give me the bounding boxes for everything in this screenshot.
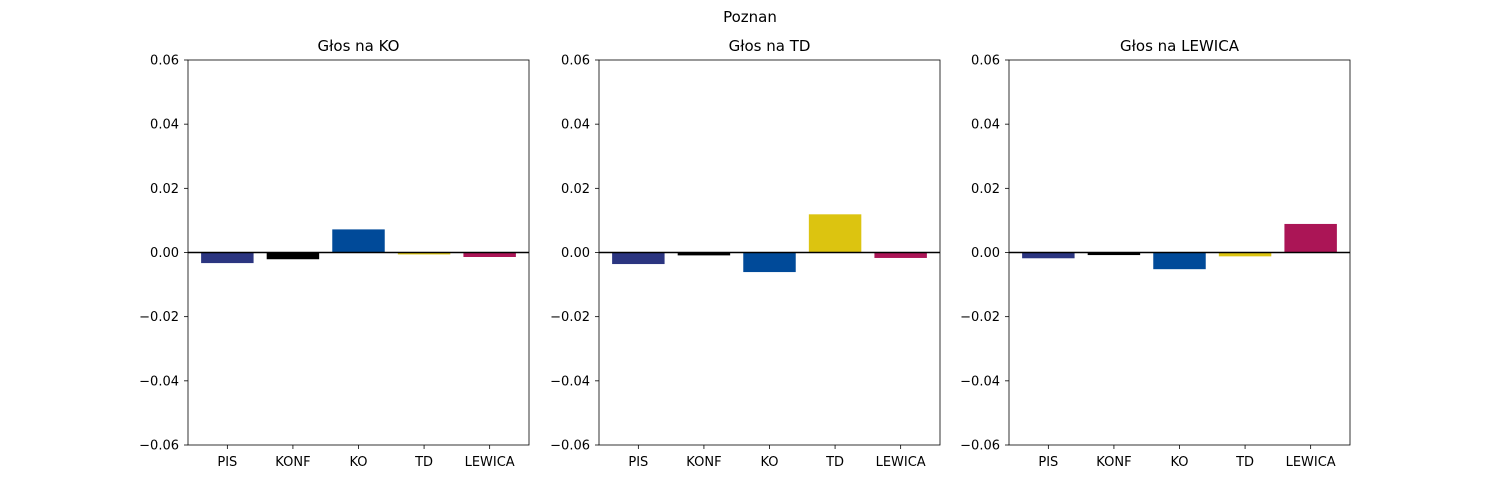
axes-frame [187,59,530,446]
panels-group: Głos na KO PIS KONF KO TD LEWICA −0.06 −0.04 −0.… [139,37,1351,470]
y-tick-label: 0.00 [971,246,1000,261]
figure-suptitle: Poznan [723,8,777,26]
y-tick-label: 0.02 [971,182,1000,197]
y-tick-label: −0.02 [960,310,1000,325]
x-tick-label: LEWICA [1286,455,1336,470]
y-tick-label: 0.06 [150,54,179,69]
y-tick-label: −0.04 [550,374,590,389]
bar-ko [332,229,385,253]
bar-ko [743,252,796,273]
x-tick-label: KONF [1096,455,1131,470]
axes-frame [598,59,941,446]
bar-lewica [463,252,516,257]
bar-td [397,252,451,255]
y-tick-label: −0.04 [960,374,1000,389]
y-tick-label: 0.06 [971,54,1000,69]
bar-pis [612,252,665,265]
bar-lewica [1284,223,1337,253]
bar-pis [201,252,254,264]
x-tick-label: TD [825,455,844,470]
x-tick-label: LEWICA [876,455,926,470]
x-tick-label: PIS [1038,455,1058,470]
y-tick-label: −0.04 [139,374,179,389]
y-tick-label: 0.04 [561,118,590,133]
y-tick-label: 0.04 [971,118,1000,133]
y-tick-label: 0.04 [150,118,179,133]
y-tick-label: −0.02 [139,310,179,325]
y-tick-label: −0.06 [960,439,1000,454]
y-tick-label: 0.00 [561,246,590,261]
subplot-title: Głos na KO [318,37,400,55]
x-tick-label: PIS [217,455,237,470]
y-tick-label: −0.06 [550,439,590,454]
x-tick-label: KONF [275,455,310,470]
bar-pis [1022,252,1075,259]
subplot-title: Głos na LEWICA [1120,37,1240,55]
bar-lewica [874,252,927,258]
subplot-2: Głos na TD PIS KONF KO TD LEWICA −0.06 −0.04 −0.… [550,37,941,470]
x-tick-label: TD [414,455,433,470]
bar-konf [677,252,731,256]
subplot-1: Głos na KO PIS KONF KO TD LEWICA −0.06 −0.04 −0.… [139,37,530,470]
x-tick-label: KO [760,455,778,470]
axes-frame [1008,59,1351,446]
y-tick-label: −0.02 [550,310,590,325]
subplot-3: Głos na LEWICA PIS KONF KO TD LEWICA −0.06 −0.0… [960,37,1351,470]
subplot-title: Głos na TD [729,37,811,55]
bar-konf [1087,252,1141,256]
x-tick-label: KONF [686,455,721,470]
y-tick-label: 0.02 [561,182,590,197]
y-tick-label: 0.06 [561,54,590,69]
x-tick-label: PIS [628,455,648,470]
x-tick-label: KO [349,455,367,470]
y-tick-label: −0.06 [139,439,179,454]
bar-td [808,214,862,253]
bar-konf [266,252,320,260]
x-tick-label: LEWICA [465,455,515,470]
bar-ko [1153,252,1206,270]
x-tick-label: KO [1170,455,1188,470]
y-tick-label: 0.00 [150,246,179,261]
x-tick-label: TD [1235,455,1254,470]
bar-td [1218,252,1272,257]
y-tick-label: 0.02 [150,182,179,197]
